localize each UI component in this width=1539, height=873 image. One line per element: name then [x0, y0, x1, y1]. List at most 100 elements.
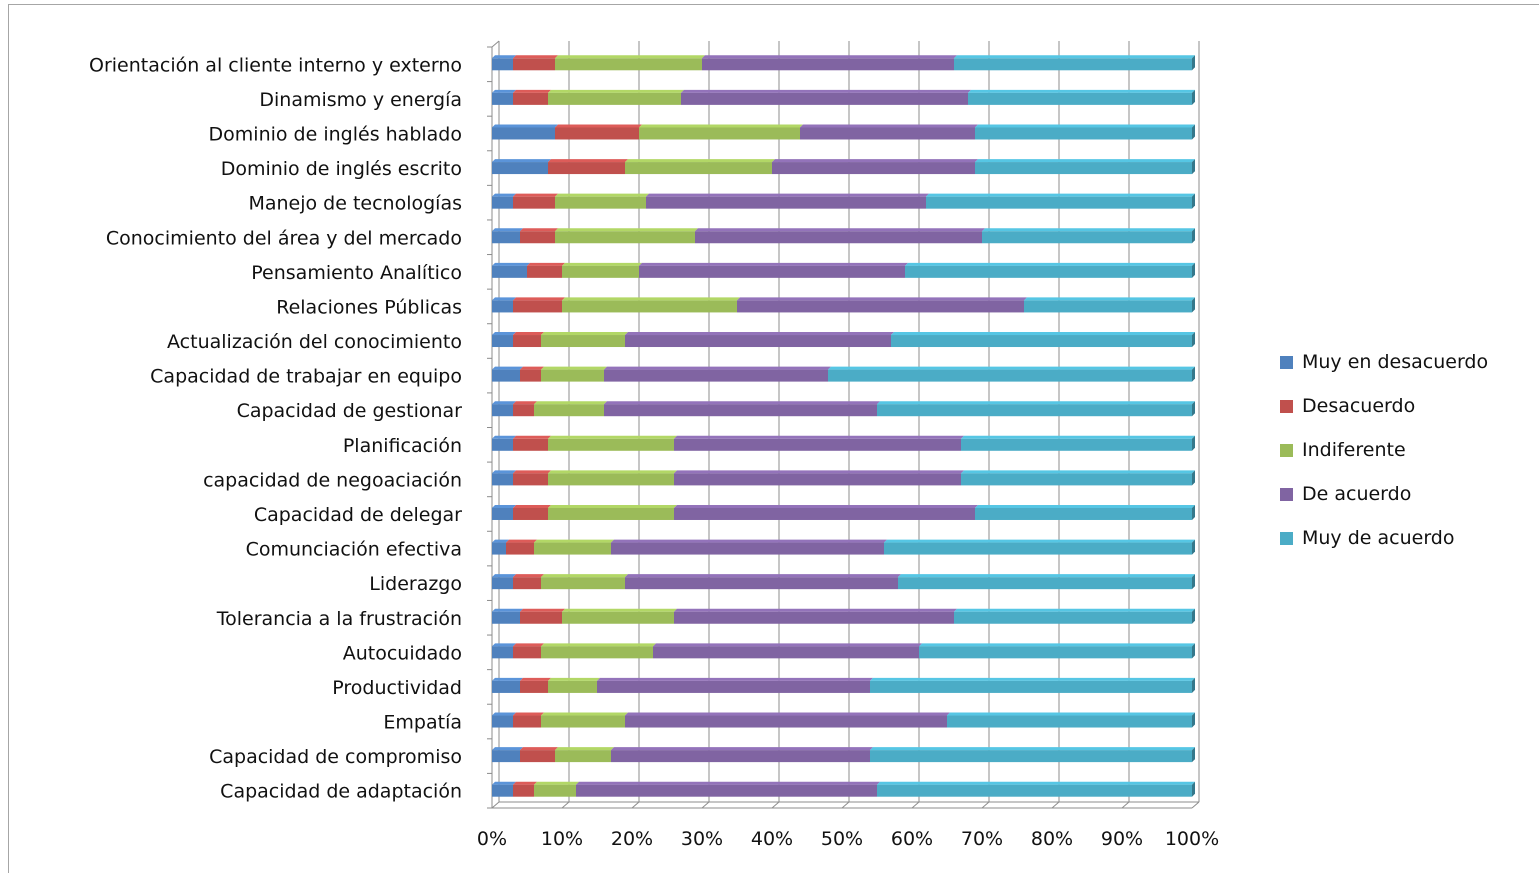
bar-segment	[555, 55, 705, 71]
bar-segment	[541, 332, 628, 348]
bar-segment	[961, 435, 1195, 451]
bar-segment	[646, 193, 929, 209]
legend: Muy en desacuerdo Desacuerdo Indiferente De…	[1280, 340, 1488, 560]
category-label: Productividad	[332, 677, 462, 699]
legend-swatch	[1280, 399, 1293, 413]
bar-segment	[492, 55, 516, 71]
bar-segment	[548, 504, 677, 520]
bar-segment	[954, 608, 1195, 624]
bar-segment	[492, 504, 516, 520]
bar-segment	[492, 608, 523, 624]
category-label: Comunciación efectiva	[246, 539, 462, 561]
x-tick-label: 10%	[541, 828, 583, 850]
bar-segment	[975, 504, 1195, 520]
floor-gridline	[841, 801, 850, 809]
bar-segment	[513, 781, 537, 797]
bar-segment	[877, 781, 1195, 797]
bar-segment	[653, 643, 922, 659]
bar-segment	[674, 435, 964, 451]
x-tick-label: 90%	[1101, 828, 1143, 850]
bar-segment	[898, 574, 1195, 590]
bar-segment	[548, 677, 600, 693]
bar-segment	[541, 366, 607, 382]
bar-segment	[562, 262, 642, 278]
bar-segment	[513, 193, 558, 209]
bar-segment	[513, 712, 544, 728]
bar-segment	[520, 747, 558, 763]
bar-segment	[520, 677, 551, 693]
legend-item: Indiferente	[1280, 428, 1488, 472]
bar-segment	[513, 332, 544, 348]
bar-segment	[961, 470, 1195, 486]
bar-segment	[492, 747, 523, 763]
bar-segment	[492, 643, 516, 659]
legend-label: Muy de acuerdo	[1302, 527, 1455, 549]
category-labels: Orientación al cliente interno y externo…	[89, 54, 462, 802]
bar-segment	[975, 124, 1195, 140]
bar-segment	[492, 193, 516, 209]
category-label: Dominio de inglés escrito	[221, 158, 462, 180]
bar-segment	[611, 747, 873, 763]
floor-gridline	[1121, 801, 1130, 809]
x-tick-label: 80%	[1031, 828, 1073, 850]
bar-segment	[947, 712, 1195, 728]
floor-gridline	[771, 801, 780, 809]
bar-segment	[527, 262, 565, 278]
bar-segment	[548, 435, 677, 451]
bar-segment	[702, 55, 957, 71]
bar-segment	[674, 470, 964, 486]
legend-item: Desacuerdo	[1280, 384, 1488, 428]
x-tick-label: 20%	[611, 828, 653, 850]
legend-item: De acuerdo	[1280, 472, 1488, 516]
bar-segment	[513, 435, 551, 451]
bar-segment	[492, 539, 509, 555]
floor-gridline	[1191, 801, 1200, 809]
bar-segment	[492, 470, 516, 486]
bar-segment	[555, 228, 698, 244]
bar-segment	[541, 712, 628, 728]
category-label: Actualización del conocimiento	[167, 331, 462, 353]
bar-segment	[506, 539, 537, 555]
legend-swatch	[1280, 355, 1293, 369]
category-label: Dominio de inglés hablado	[209, 123, 462, 145]
floor-gridline	[1051, 801, 1060, 809]
bar-segment	[534, 781, 579, 797]
floor-gridline	[701, 801, 710, 809]
bar-segment	[534, 539, 614, 555]
category-label: Conocimiento del área y del mercado	[106, 227, 462, 249]
bar-segment	[625, 159, 775, 175]
x-tick-label: 40%	[751, 828, 793, 850]
category-label: Pensamiento Analítico	[251, 262, 462, 284]
category-label: Planificación	[343, 435, 462, 457]
x-tick-label: 60%	[891, 828, 933, 850]
bar-segment	[541, 574, 628, 590]
bar-segment	[520, 366, 544, 382]
legend-label: Desacuerdo	[1302, 395, 1416, 417]
bar-segment	[513, 297, 565, 313]
bar-segment	[520, 608, 565, 624]
bar-segment	[639, 262, 908, 278]
y-axis-top-edge	[491, 40, 500, 48]
bar-segment	[870, 677, 1195, 693]
bar-segment	[891, 332, 1195, 348]
category-label: Autocuidado	[343, 642, 462, 664]
bar-segment	[975, 159, 1195, 175]
bar-segment	[877, 401, 1195, 417]
bar-segment	[492, 435, 516, 451]
bar-segment	[772, 159, 978, 175]
bar-segment	[884, 539, 1195, 555]
bar-segment	[548, 470, 677, 486]
bar-segment	[674, 504, 978, 520]
bar-segment	[548, 89, 684, 105]
bar-segment	[905, 262, 1195, 278]
bar-segment	[555, 747, 614, 763]
bar-segment	[954, 55, 1195, 71]
bar-segment	[926, 193, 1195, 209]
grid-lines	[491, 41, 1200, 809]
category-label: capacidad de negoaciación	[203, 469, 462, 491]
bar-segment	[968, 89, 1195, 105]
axes	[487, 40, 1199, 809]
legend-swatch	[1280, 443, 1293, 457]
bar-segment	[919, 643, 1195, 659]
bar-segment	[611, 539, 887, 555]
